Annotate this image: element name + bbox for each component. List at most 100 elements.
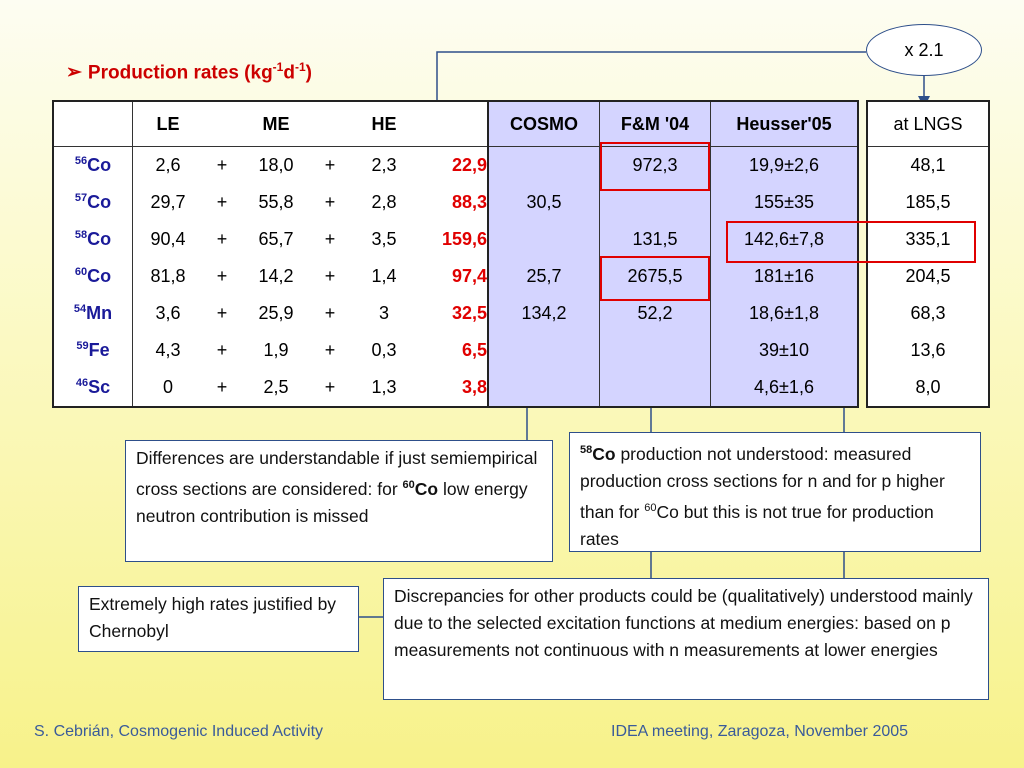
me-value: 25,9 (258, 303, 294, 323)
header-cosmo: COSMO (488, 101, 600, 147)
plus-sign: + (216, 303, 228, 323)
heusser-value: 18,6±1,8 (710, 295, 858, 332)
energy-table-row: 60Co 81,8 +14,2 +1,4 97,4 (53, 258, 494, 295)
plus-sign: + (216, 192, 228, 212)
le-value: 3,6 (155, 303, 181, 323)
page-title: ➢ Production rates (kg-1d-1) (66, 60, 312, 84)
highlight-fm-co60 (600, 256, 710, 301)
lngs-value: 335,1 (905, 229, 951, 249)
lngs-table-row: 8,0 (867, 369, 989, 407)
energy-table-row: 58Co 90,4 +65,7 +3,5 159,6 (53, 221, 494, 258)
header-me: ME (241, 101, 311, 147)
total-value: 159,6 (441, 229, 487, 249)
heusser-value: 155±35 (710, 184, 858, 221)
comparison-table-row: 25,7 2675,5 181±16 (488, 258, 858, 295)
note-chernobyl: Extremely high rates justified by Cherno… (78, 586, 359, 652)
lngs-value: 48,1 (910, 155, 946, 175)
comparison-table-row: 4,6±1,6 (488, 369, 858, 407)
heusser-value: 181±16 (710, 258, 858, 295)
lngs-table-row: 68,3 (867, 295, 989, 332)
heusser-value: 39±10 (710, 332, 858, 369)
cosmo-value (488, 147, 600, 185)
heusser-value: 4,6±1,6 (710, 369, 858, 407)
plus-sign: + (216, 229, 228, 249)
lngs-table-row: 13,6 (867, 332, 989, 369)
nuclide-label: 58Co (53, 221, 133, 258)
note-co58: 58Co production not understood: measured… (569, 432, 981, 552)
energy-table-row: 59Fe 4,3 +1,9 +0,3 6,5 (53, 332, 494, 369)
nuclide-label: 57Co (53, 184, 133, 221)
header-heusser: Heusser'05 (710, 101, 858, 147)
plus-sign: + (324, 340, 336, 360)
lngs-table-row: 335,1 (867, 221, 989, 258)
cosmo-value (488, 369, 600, 407)
total-value: 97,4 (451, 266, 487, 286)
heusser-value: 19,9±2,6 (710, 146, 858, 184)
energy-table-row: 57Co 29,7 +55,8 +2,8 88,3 (53, 184, 494, 221)
cosmo-value (488, 332, 600, 369)
he-value: 0,3 (371, 340, 397, 360)
note-differences: Differences are understandable if just s… (125, 440, 553, 562)
total-value: 22,9 (451, 155, 487, 175)
lngs-table-row: 48,1 (867, 147, 989, 185)
nuclide-label: 54Mn (53, 295, 133, 332)
plus-sign: + (216, 155, 228, 175)
le-value: 29,7 (150, 192, 186, 212)
comparison-table-row: 972,3 19,9±2,6 (488, 146, 858, 185)
comparison-table-row: 131,5 142,6±7,8 (488, 221, 858, 258)
energy-table-row: 56Co 2,6 +18,0 +2,3 22,9 (53, 146, 494, 184)
he-value: 2,8 (371, 192, 397, 212)
note-discrepancies: Discrepancies for other products could b… (383, 578, 989, 700)
plus-sign: + (216, 266, 228, 286)
plus-sign: + (324, 303, 336, 323)
highlight-co58-row (726, 221, 976, 263)
fm-value (599, 332, 711, 369)
he-value: 3,5 (371, 229, 397, 249)
connector-ellipse-left (436, 51, 866, 100)
me-value: 14,2 (258, 266, 294, 286)
total-value: 6,5 (461, 340, 487, 360)
le-value: 90,4 (150, 229, 186, 249)
plus-sign: + (324, 266, 336, 286)
fm-value: 2675,5 (599, 258, 711, 295)
total-value: 32,5 (451, 303, 487, 323)
cosmo-value: 30,5 (526, 192, 562, 212)
cosmo-value: 134,2 (521, 303, 567, 323)
plus-sign: + (324, 192, 336, 212)
me-value: 55,8 (258, 192, 294, 212)
plus-sign: + (216, 340, 228, 360)
highlight-fm-co56 (600, 142, 710, 191)
fm-value (599, 369, 711, 407)
energy-table-row: 54Mn 3,6 +25,9 +3 32,5 (53, 295, 494, 332)
comparison-table: COSMO F&M '04 Heusser'05 972,3 19,9±2,6 30… (487, 100, 859, 408)
he-value: 2,3 (371, 155, 397, 175)
energy-table-row: 46Sc 0 +2,5 +1,3 3,8 (53, 369, 494, 407)
footer-right: IDEA meeting, Zaragoza, November 2005 (611, 723, 909, 740)
le-value: 4,3 (155, 340, 181, 360)
nuclide-label: 46Sc (53, 369, 133, 407)
fm-value: 52,2 (599, 295, 711, 332)
lngs-value: 185,5 (905, 192, 951, 212)
heusser-value: 142,6±7,8 (710, 221, 858, 258)
arrow-bullet-icon: ➢ (66, 62, 82, 84)
cosmo-value: 25,7 (526, 266, 562, 286)
cosmo-value (488, 221, 600, 258)
le-value: 2,6 (155, 155, 181, 175)
lngs-value: 8,0 (915, 377, 941, 397)
lngs-table-row: 204,5 (867, 258, 989, 295)
comparison-table-row: 39±10 (488, 332, 858, 369)
header-fm: F&M '04 (599, 101, 711, 147)
corner-cell (53, 101, 133, 147)
me-value: 1,9 (263, 340, 289, 360)
me-value: 2,5 (263, 377, 289, 397)
header-le: LE (132, 101, 203, 147)
nuclide-label: 60Co (53, 258, 133, 295)
plus-sign: + (324, 155, 336, 175)
he-value: 1,4 (371, 266, 397, 286)
nuclide-label: 56Co (53, 146, 133, 184)
he-value: 3 (378, 303, 389, 323)
plus-sign: + (324, 377, 336, 397)
le-value: 0 (162, 377, 173, 397)
header-he: HE (349, 101, 419, 147)
plus-sign: + (216, 377, 228, 397)
